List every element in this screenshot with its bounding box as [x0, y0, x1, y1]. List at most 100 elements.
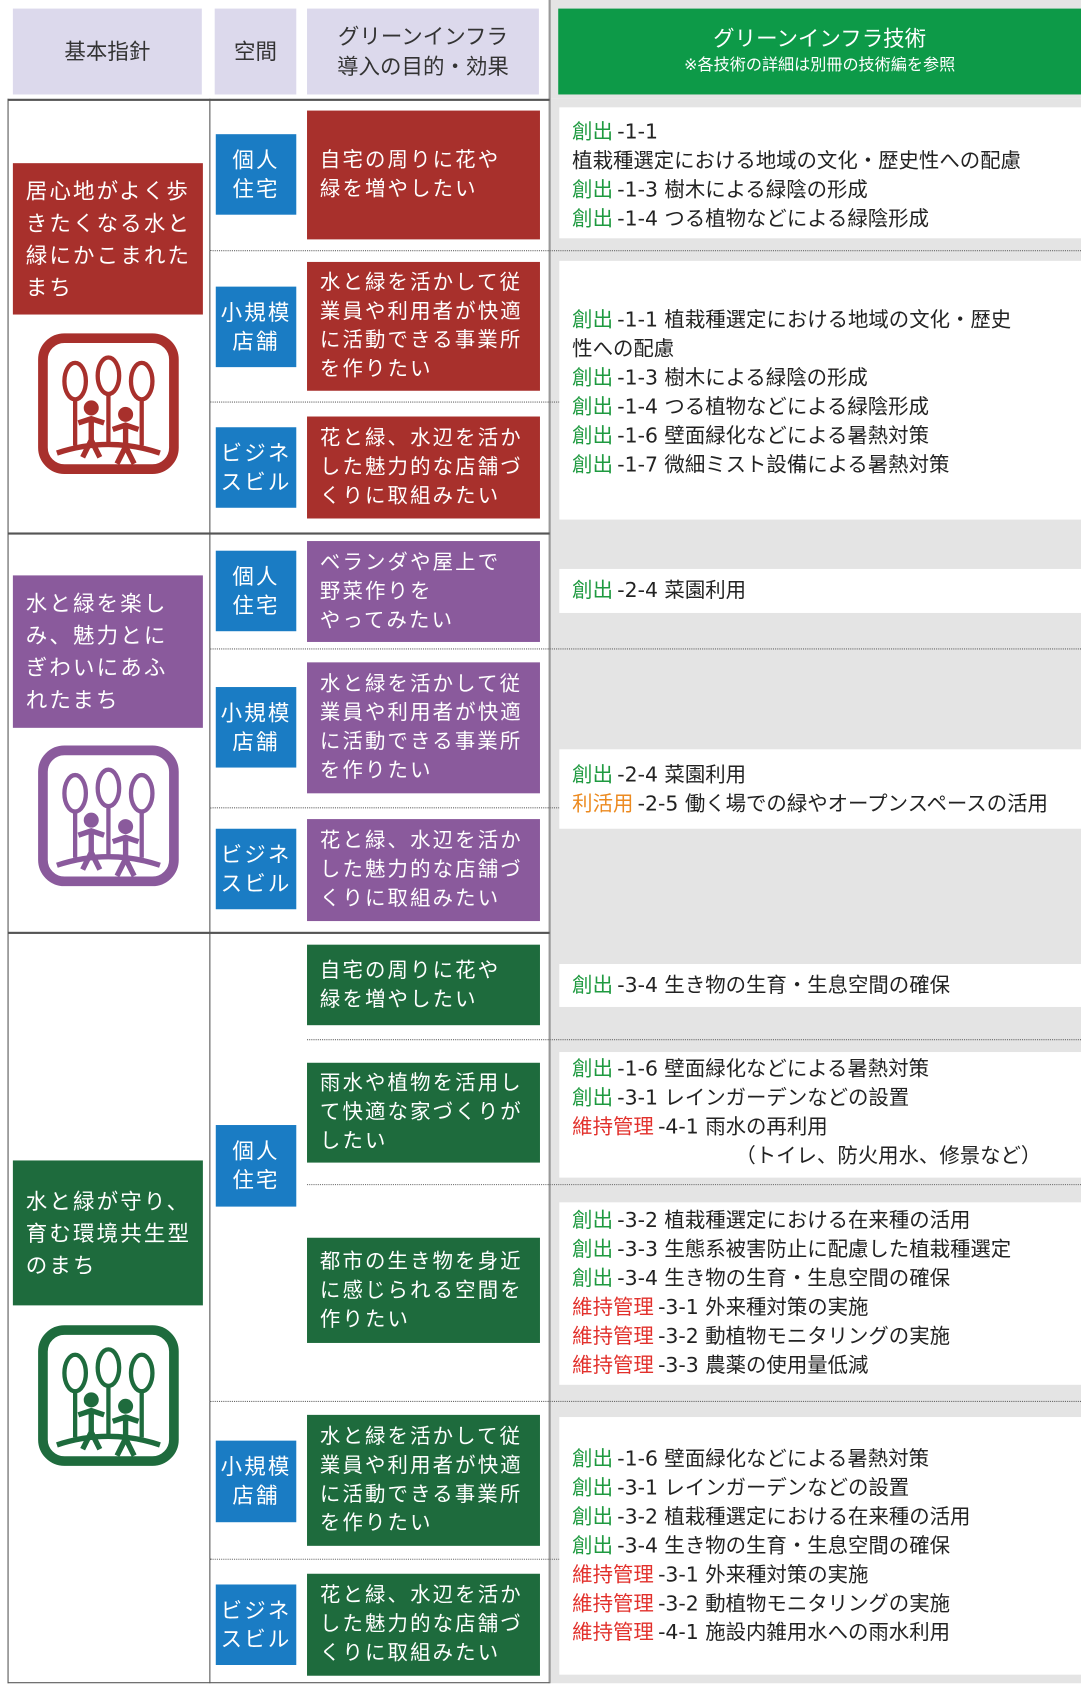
tech-line: 創出 -3-1 レインガーデンなどの設置 [572, 1084, 909, 1112]
tech-tag: 創出 [572, 1266, 613, 1291]
tech-line: 創出 -1-6 壁面緑化などによる暑熱対策 [572, 1445, 929, 1473]
space-text: ビジネ [220, 841, 292, 867]
tech-text: -1-6 壁面緑化などによる暑熱対策 [617, 1057, 929, 1082]
tech-tag: 創出 [572, 120, 613, 144]
tech-line: 創出 -1-6 壁面緑化などによる暑熱対策 [572, 422, 929, 450]
tech-tag: 維持管理 [572, 1295, 654, 1320]
space-box: 個人 住宅 [215, 550, 297, 632]
tech-box [559, 1417, 1081, 1675]
tech-text: -3-3 生態系被害防止に配慮した植栽種選定 [617, 1237, 1012, 1262]
space-box: ビジネ スビル [215, 828, 297, 910]
purpose-text: 業員や利用者が快適 [319, 700, 523, 725]
purpose-box: 自宅の周りに花や 緑を増やしたい [307, 944, 540, 1026]
purpose-text: 水と緑を活かして従 [319, 270, 523, 295]
tech-line: 創出 -1-7 微細ミスト設備による暑熱対策 [572, 451, 949, 479]
policy-text: 水と緑を楽し [25, 590, 168, 617]
tech-text: -3-1 外来種対策の実施 [658, 1563, 869, 1587]
tech-text: -1-4 つる植物などによる緑陰形成 [617, 395, 929, 419]
space-text: 小規模 [220, 1453, 292, 1480]
purpose-text: くりに取組みたい [319, 886, 501, 911]
tech-text: -3-3 農薬の使用量低減 [658, 1353, 869, 1378]
tech-line: 維持管理 -4-1 雨水の再利用 [572, 1113, 827, 1141]
tech-line: 維持管理 -3-2 動植物モニタリングの実施 [572, 1590, 950, 1618]
row-separator [209, 250, 1081, 252]
purpose-box: 花と緑、水辺を活か した魅力的な店舗づ くりに取組みたい [307, 1573, 540, 1676]
purpose-box: 水と緑を活かして従 業員や利用者が快適 に活動できる事業所 を作りたい [307, 662, 540, 794]
tech-text: 植栽種選定における地域の文化・歴史性への配慮 [572, 149, 1021, 173]
tech-text: -2-4 菜園利用 [617, 763, 747, 787]
row-separator [209, 1400, 1081, 1402]
icon-part [118, 406, 134, 422]
header-cell: グリーンインフラ 導入の目的・効果 [307, 8, 539, 95]
tech-line: （トイレ、防火用水、修景など） [735, 1142, 1041, 1170]
space-text: ビジネ [220, 1596, 292, 1623]
header-text: 空間 [234, 38, 277, 65]
row-separator [307, 1184, 1081, 1186]
purpose-text: に活動できる事業所 [319, 1482, 523, 1507]
policy-text: 緑にかこまれた [25, 242, 192, 268]
section-line [7, 98, 550, 101]
tech-text: -3-1 レインガーデンなどの設置 [617, 1086, 910, 1110]
row-separator [209, 648, 1081, 650]
tech-line: 創出 -1-3 樹木による緑陰の形成 [572, 364, 868, 392]
purpose-text: ベランダや屋上で [319, 550, 501, 574]
space-text: 個人 [232, 146, 280, 173]
space-text: 店舗 [232, 728, 280, 755]
tech-line: 創出 -3-4 生き物の生育・生息空間の確保 [572, 1532, 950, 1560]
tech-line: 創出 -1-1 植栽種選定における地域の文化・歴史 [572, 306, 1011, 334]
tech-tag: 創出 [572, 366, 613, 390]
tech-box [559, 107, 1081, 239]
space-box: ビジネ スビル [215, 1584, 297, 1665]
tech-tag: 創出 [572, 763, 613, 787]
purpose-text: 花と緑、水辺を活か [319, 828, 523, 853]
tech-tag: 創出 [572, 424, 613, 448]
purpose-text: 緑を増やしたい [319, 987, 478, 1011]
tech-tag: 維持管理 [572, 1563, 654, 1587]
tech-text: -3-2 植栽種選定における在来種の活用 [617, 1505, 971, 1529]
icon-part [118, 1398, 134, 1414]
tech-text: -1-3 樹木による緑陰の形成 [617, 366, 868, 390]
icon-part [118, 819, 134, 835]
tech-tag: 維持管理 [572, 1592, 654, 1616]
header-text: グリーンインフラ技術 [713, 25, 927, 52]
tech-tag: 創出 [572, 973, 613, 998]
space-text: 個人 [232, 563, 280, 589]
tech-text: -3-2 動植物モニタリングの実施 [658, 1324, 950, 1349]
tech-line: 創出 -1-3 樹木による緑陰の形成 [572, 176, 868, 204]
section-line [7, 532, 550, 535]
header-cell: 基本指針 [12, 8, 202, 95]
purpose-text: 花と緑、水辺を活か [319, 1583, 523, 1608]
tech-line: 創出 -1-4 つる植物などによる緑陰形成 [572, 205, 929, 233]
purpose-text: 緑を増やしたい [319, 177, 478, 201]
tech-line: 創出 -3-3 生態系被害防止に配慮した植栽種選定 [572, 1236, 1011, 1264]
purpose-text: した魅力的な店舗づ [319, 1612, 523, 1637]
tech-tag: 創出 [572, 308, 613, 332]
policy-icon [38, 745, 179, 887]
space-text: 住宅 [232, 1166, 280, 1193]
tech-text: -1-1 植栽種選定における地域の文化・歴史 [617, 308, 1012, 332]
tech-line: 創出 -3-1 レインガーデンなどの設置 [572, 1474, 909, 1502]
purpose-text: を作りたい [319, 758, 433, 783]
tech-line: 植栽種選定における地域の文化・歴史性への配慮 [572, 147, 1021, 175]
policy-text: み、魅力とに [25, 622, 168, 649]
tech-box [559, 568, 1081, 613]
purpose-box: 雨水や植物を活用し て快適な家づくりが したい [307, 1062, 540, 1163]
tech-tag: 創出 [572, 1086, 613, 1110]
tech-text: 性への配慮 [572, 337, 675, 361]
space-text: スビル [220, 870, 292, 896]
policy-icon [38, 333, 179, 474]
space-text: ビジネ [220, 439, 292, 466]
policy-text: れたまち [25, 687, 120, 713]
policy-text: 水と緑が守り、 [25, 1187, 191, 1214]
space-text: 住宅 [232, 175, 280, 202]
tech-line: 創出 -3-4 生き物の生育・生息空間の確保 [572, 972, 950, 1000]
purpose-text: て快適な家づくりが [319, 1100, 523, 1124]
policy-text: まち [25, 274, 73, 301]
column-line [548, 0, 551, 1684]
policy-box: 水と緑が守り、 育む環境共生型 のまち [12, 1160, 203, 1306]
space-text: 小規模 [220, 298, 292, 325]
tech-box [559, 1052, 1081, 1178]
purpose-text: 自宅の周りに花や [319, 958, 501, 982]
purpose-box: ベランダや屋上で 野菜作りを やってみたい [307, 541, 540, 642]
